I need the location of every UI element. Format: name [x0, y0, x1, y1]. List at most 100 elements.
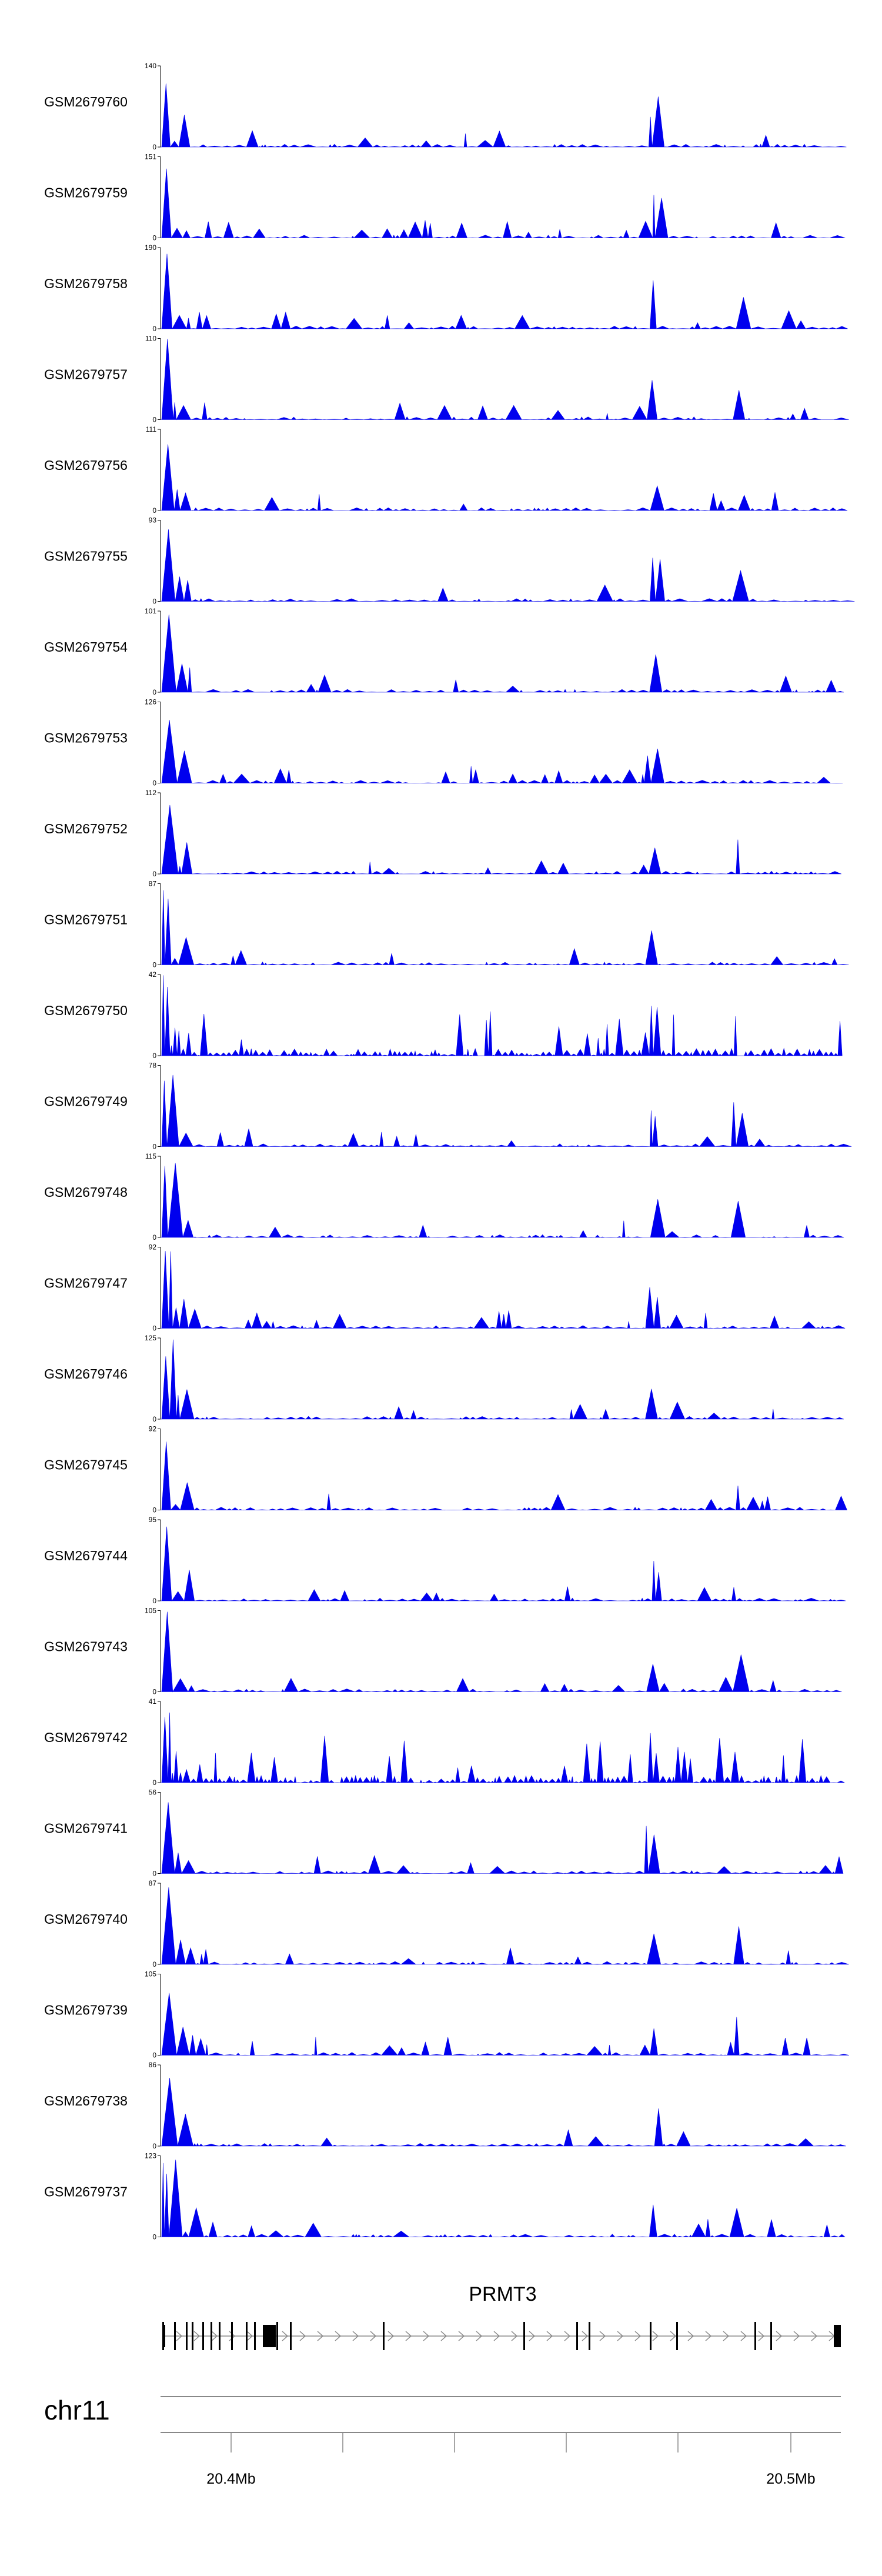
y-max-label: 115	[145, 1152, 156, 1160]
y-max-label: 126	[145, 698, 156, 706]
track-GSM2679759: GSM2679759 151 0	[44, 153, 846, 242]
exon	[650, 2322, 652, 2350]
y-zero-label: 0	[152, 143, 156, 151]
track-label: GSM2679742	[44, 1730, 128, 1745]
strand-arrow	[529, 2331, 536, 2341]
strand-arrow	[652, 2331, 659, 2341]
track-GSM2679748: GSM2679748 115 0	[44, 1152, 844, 1242]
track-label: GSM2679745	[44, 1457, 128, 1473]
track-GSM2679743: GSM2679743 105 0	[44, 1607, 842, 1696]
gene-label: PRMT3	[469, 2283, 536, 2305]
y-max-label: 92	[149, 1243, 157, 1252]
y-zero-label: 0	[152, 1415, 156, 1423]
track-GSM2679744: GSM2679744 95 0	[44, 1516, 846, 1605]
coverage-area	[161, 1611, 842, 1693]
track-label: GSM2679750	[44, 1003, 128, 1018]
y-zero-label: 0	[152, 325, 156, 333]
y-zero-label: 0	[152, 870, 156, 878]
track-label: GSM2679744	[44, 1548, 128, 1563]
strand-arrow	[705, 2331, 712, 2341]
strand-arrow	[282, 2331, 289, 2341]
gene-track: PRMT3	[162, 2283, 841, 2350]
strand-arrow	[458, 2331, 465, 2341]
coverage-area	[161, 1251, 846, 1329]
track-GSM2679758: GSM2679758 190 0	[44, 243, 848, 333]
strand-arrow	[776, 2331, 783, 2341]
strand-arrow	[493, 2331, 500, 2341]
coverage-area	[161, 2160, 846, 2238]
strand-arrow	[811, 2331, 818, 2341]
strand-arrow	[758, 2331, 765, 2341]
y-zero-label: 0	[152, 416, 156, 424]
y-max-label: 190	[145, 243, 156, 252]
y-max-label: 105	[145, 1607, 156, 1615]
y-max-label: 112	[145, 789, 156, 797]
y-max-label: 41	[149, 1697, 157, 1706]
track-GSM2679750: GSM2679750 42 0	[44, 970, 843, 1060]
coverage-area	[161, 339, 849, 421]
y-zero-label: 0	[152, 1324, 156, 1333]
y-zero-label: 0	[152, 961, 156, 969]
y-max-label: 87	[149, 880, 157, 888]
strand-arrow	[740, 2331, 747, 2341]
exon	[246, 2322, 248, 2350]
coverage-area	[161, 805, 842, 875]
track-GSM2679751: GSM2679751 87 0	[44, 880, 849, 969]
coverage-area	[161, 1163, 844, 1238]
strand-arrow	[564, 2331, 571, 2341]
track-GSM2679754: GSM2679754 101 0	[44, 607, 844, 696]
y-zero-label: 0	[152, 688, 156, 696]
exon	[192, 2322, 193, 2350]
track-GSM2679745: GSM2679745 92 0	[44, 1425, 847, 1514]
track-GSM2679742: GSM2679742 41 0	[44, 1697, 845, 1787]
strand-arrow	[546, 2331, 553, 2341]
track-GSM2679757: GSM2679757 110 0	[44, 335, 849, 424]
y-max-label: 123	[145, 2152, 156, 2160]
exon	[174, 2322, 176, 2350]
y-zero-label: 0	[152, 1960, 156, 1968]
track-label: GSM2679758	[44, 276, 128, 291]
y-max-label: 87	[149, 1879, 157, 1887]
coverage-area	[161, 529, 855, 602]
genome-axis: 20.4Mb 20.5Mb	[161, 2432, 841, 2487]
axis-ticks	[230, 2432, 791, 2452]
coverage-area	[161, 1887, 849, 1965]
y-zero-label: 0	[152, 1870, 156, 1878]
strand-arrow	[723, 2331, 730, 2341]
track-GSM2679740: GSM2679740 87 0	[44, 1879, 849, 1968]
track-label: GSM2679752	[44, 821, 128, 836]
coverage-area	[161, 84, 847, 148]
strand-arrow	[440, 2331, 447, 2341]
strand-arrow	[352, 2331, 359, 2341]
y-max-label: 42	[149, 970, 157, 979]
strand-arrow	[211, 2331, 218, 2341]
track-label: GSM2679746	[44, 1366, 128, 1382]
y-max-label: 78	[149, 1062, 157, 1070]
exon	[290, 2322, 292, 2350]
coverage-area	[161, 444, 848, 512]
strand-arrow	[335, 2331, 342, 2341]
y-max-label: 110	[145, 335, 156, 343]
y-max-label: 151	[145, 153, 156, 161]
track-label: GSM2679743	[44, 1639, 128, 1654]
strand-arrow	[193, 2331, 201, 2341]
y-zero-label: 0	[152, 506, 156, 515]
y-zero-label: 0	[152, 598, 156, 606]
y-max-label: 101	[145, 607, 156, 615]
coverage-area	[161, 1993, 849, 2056]
strand-arrow	[582, 2331, 589, 2341]
exon-wide	[263, 2325, 276, 2347]
y-max-label: 56	[149, 1788, 157, 1797]
track-label: GSM2679738	[44, 2093, 128, 2108]
track-label: GSM2679751	[44, 912, 128, 927]
track-GSM2679737: GSM2679737 123 0	[44, 2152, 846, 2241]
y-max-label: 95	[149, 1516, 157, 1524]
chromosome-label: chr11	[44, 2395, 110, 2425]
track-GSM2679752: GSM2679752 112 0	[44, 789, 842, 878]
track-label: GSM2679756	[44, 458, 128, 473]
exon-last	[834, 2325, 841, 2347]
axis-tick-label-20-5mb: 20.5Mb	[766, 2471, 815, 2487]
coverage-area	[161, 1075, 852, 1147]
strand-arrow	[317, 2331, 324, 2341]
